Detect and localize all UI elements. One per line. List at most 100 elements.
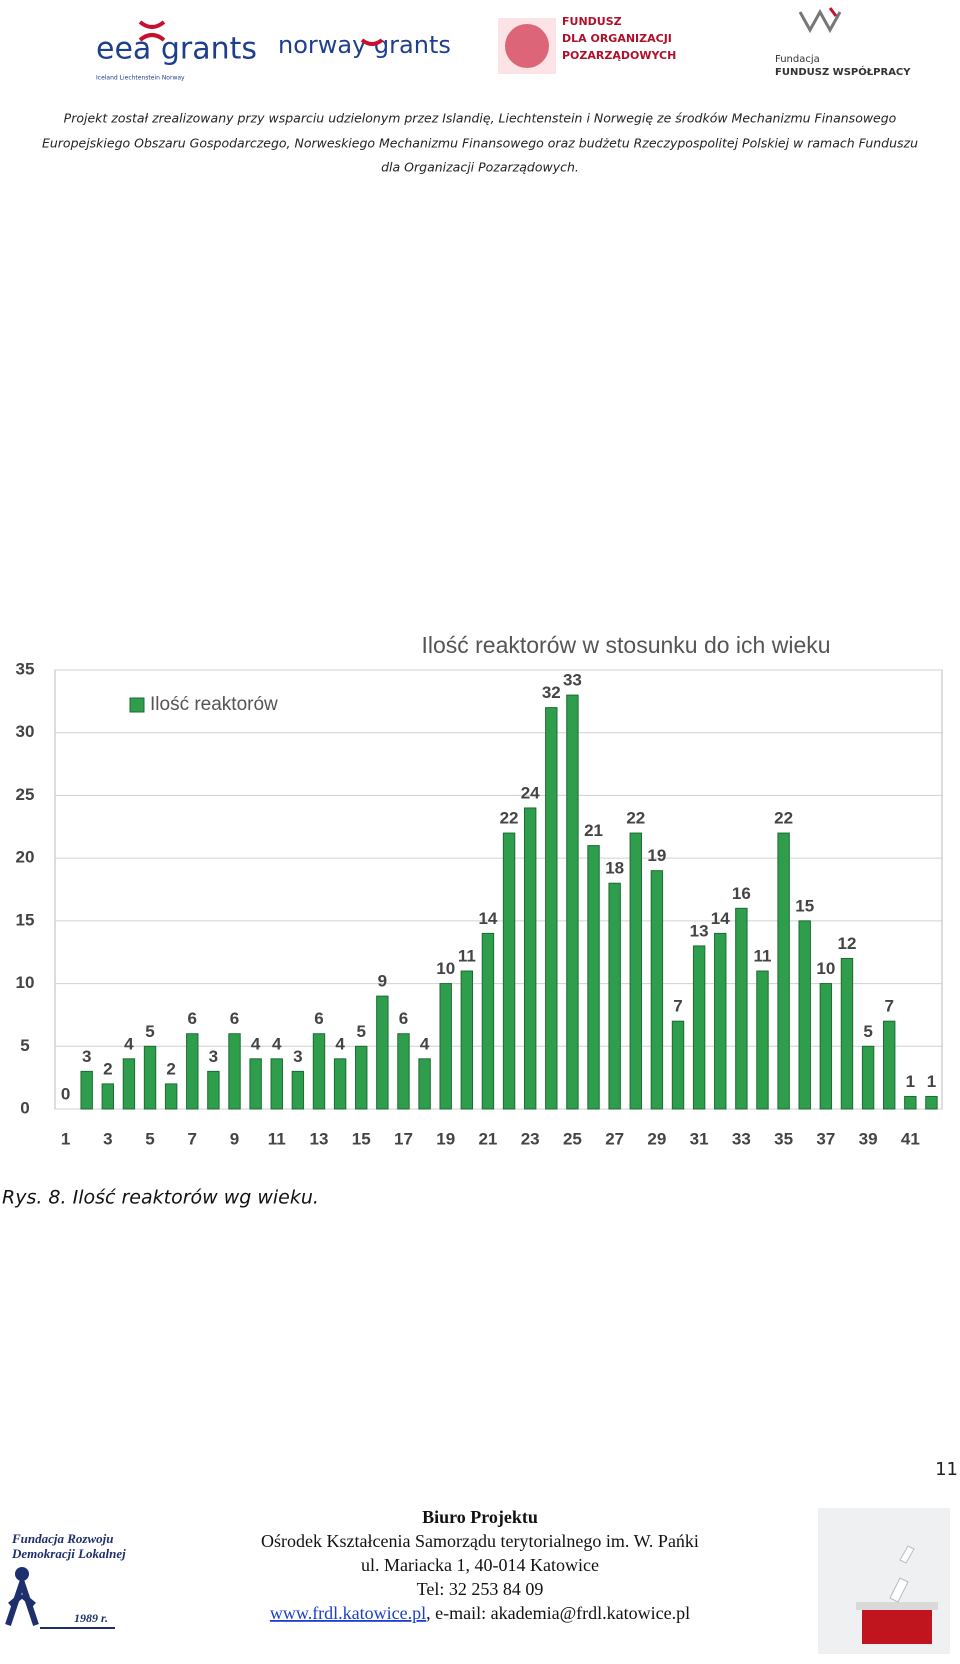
data-label: 21 — [584, 821, 603, 840]
bar — [418, 1058, 431, 1110]
caption: Rys. 8. Ilość reaktorów wg wieku. — [2, 1187, 319, 1209]
bar — [228, 1033, 241, 1110]
bar — [629, 832, 642, 1110]
bar — [671, 1020, 685, 1110]
header-line: Europejskiego Obszaru Gospodarczego, Nor… — [42, 136, 918, 151]
x-tick-label: 19 — [436, 1129, 455, 1148]
x-tick-label: 1 — [61, 1129, 70, 1148]
legend-swatch — [129, 697, 145, 713]
bar — [608, 882, 621, 1110]
data-label: 3 — [293, 1047, 302, 1066]
data-label: 6 — [399, 1009, 408, 1028]
frdl-logo: Fundacja Rozwoju Demokracji Lokalnej 198… — [5, 1531, 126, 1629]
logo-subtext: Iceland Liechtenstein Norway — [96, 75, 185, 82]
x-tick-label: 23 — [521, 1129, 540, 1148]
x-tick-label: 11 — [268, 1129, 286, 1148]
bar — [291, 1070, 305, 1110]
logo-text: norway grants — [278, 31, 451, 59]
logo-text: Demokracji Lokalnej — [11, 1546, 126, 1561]
data-label: 2 — [103, 1059, 112, 1078]
data-label: 6 — [314, 1009, 323, 1028]
bar — [692, 945, 706, 1110]
x-tick-label: 7 — [188, 1129, 197, 1148]
bar — [523, 807, 537, 1110]
x-tick-label: 35 — [774, 1129, 793, 1148]
bar — [164, 1083, 178, 1110]
logo-text: Fundacja Rozwoju — [11, 1531, 114, 1546]
ballot-box-image — [818, 1508, 950, 1654]
bar — [143, 1045, 157, 1110]
x-tick-label: 9 — [230, 1129, 239, 1148]
data-label: 2 — [166, 1059, 175, 1078]
bar — [397, 1033, 410, 1110]
bar — [481, 932, 495, 1110]
y-tick-label: 10 — [16, 973, 35, 992]
bar — [502, 832, 516, 1110]
x-tick-label: 33 — [732, 1129, 751, 1148]
footer-title: Biuro Projektu — [422, 1507, 538, 1527]
data-label: 6 — [230, 1009, 239, 1028]
x-tick-label: 41 — [901, 1129, 920, 1148]
data-label: 4 — [335, 1034, 345, 1053]
bar — [777, 832, 790, 1110]
footer-contact: www.frdl.katowice.pl, e-mail: akademia@f… — [270, 1603, 690, 1623]
data-label: 7 — [884, 997, 893, 1016]
data-label: 22 — [774, 809, 793, 828]
y-tick-label: 5 — [20, 1036, 29, 1055]
footer-line: ul. Mariacka 1, 40-014 Katowice — [361, 1555, 599, 1575]
bar — [883, 1020, 896, 1110]
data-label: 7 — [673, 997, 682, 1016]
bar — [840, 957, 854, 1110]
bar — [355, 1045, 368, 1110]
data-label: 15 — [795, 896, 814, 915]
x-tick-label: 13 — [310, 1129, 329, 1148]
chart-title: Ilość reaktorów w stosunku do ich wieku — [421, 632, 830, 658]
plot-area — [54, 669, 943, 1110]
bar — [312, 1033, 326, 1110]
bar — [249, 1058, 262, 1110]
bar — [460, 970, 474, 1110]
data-label: 13 — [690, 921, 709, 940]
data-label: 22 — [500, 809, 519, 828]
y-tick-label: 15 — [16, 910, 35, 929]
legend-label: Ilość reaktorów — [150, 694, 278, 715]
data-label: 4 — [420, 1034, 430, 1053]
x-tick-label: 3 — [103, 1129, 112, 1148]
data-label: 14 — [478, 909, 497, 928]
data-label: 0 — [61, 1084, 70, 1103]
data-label: 3 — [209, 1047, 218, 1066]
bar — [925, 1095, 938, 1110]
data-label: 33 — [563, 671, 582, 690]
bar — [587, 845, 600, 1110]
y-tick-label: 20 — [16, 848, 35, 867]
website-link[interactable]: www.frdl.katowice.pl — [270, 1603, 426, 1623]
fundacja-logo: Fundacja FUNDUSZ WSPÓŁPRACY — [775, 7, 911, 78]
data-label: 11 — [458, 947, 476, 966]
data-label: 6 — [188, 1009, 197, 1028]
bar — [756, 970, 769, 1110]
bar — [80, 1070, 93, 1110]
bar — [566, 694, 579, 1110]
x-tick-label: 25 — [563, 1129, 582, 1148]
x-tick-label: 21 — [478, 1129, 497, 1148]
bar — [270, 1058, 283, 1110]
x-tick-label: 5 — [145, 1129, 154, 1148]
y-tick-label: 25 — [16, 785, 35, 804]
bar — [735, 907, 748, 1110]
bar — [186, 1033, 199, 1110]
eea-logo: eea grants Iceland Liechtenstein Norway — [96, 20, 257, 82]
bar — [714, 932, 727, 1110]
header-line: dla Organizacji Pozarządowych. — [381, 160, 579, 175]
x-tick-label: 29 — [647, 1129, 666, 1148]
y-tick-label: 0 — [20, 1098, 29, 1117]
x-tick-label: 17 — [394, 1129, 413, 1148]
x-tick-label: 39 — [859, 1129, 878, 1148]
data-label: 3 — [82, 1047, 91, 1066]
footer-line: Tel: 32 253 84 09 — [417, 1579, 544, 1599]
data-label: 11 — [753, 947, 771, 966]
x-tick-label: 27 — [605, 1129, 624, 1148]
logo-text: eea grants — [96, 32, 257, 67]
bar — [333, 1058, 347, 1110]
